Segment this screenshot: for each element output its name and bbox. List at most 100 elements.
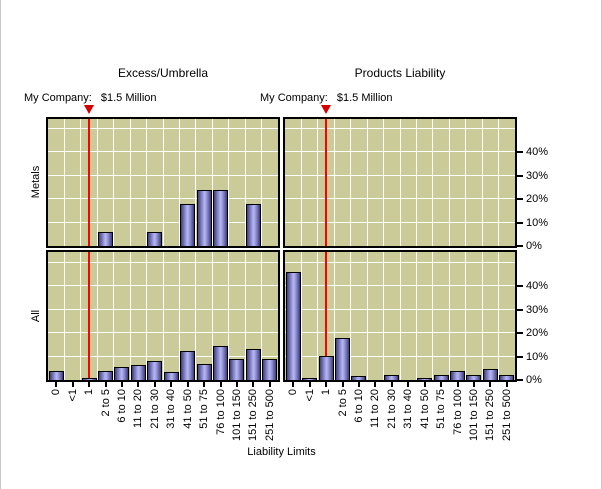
- x-tick: [252, 382, 255, 387]
- gridline: [146, 252, 148, 380]
- gridline: [285, 332, 515, 333]
- x-tick: [170, 382, 173, 387]
- gridline: [300, 119, 302, 246]
- x-tick: [374, 382, 377, 387]
- bar-151-to-250: [245, 204, 261, 246]
- gridline: [48, 308, 278, 310]
- x-tick-label-6-to-10: 6 to 10: [115, 389, 128, 423]
- x-tick-label-41-to-50: 41 to 50: [181, 389, 194, 429]
- gridline: [228, 252, 230, 380]
- gridline: [415, 119, 417, 246]
- row-label-metals: Metals: [30, 165, 42, 199]
- x-tick: [268, 382, 271, 387]
- x-tick: [186, 382, 189, 387]
- gridline: [481, 252, 483, 380]
- x-tick: [308, 382, 311, 387]
- gridline: [285, 221, 515, 223]
- bar-2-to-5: [335, 338, 350, 380]
- y-tick: [517, 198, 523, 200]
- gridline: [244, 252, 246, 380]
- gridline: [96, 119, 98, 246]
- gridline: [383, 252, 385, 380]
- panel-all-products-liability: [283, 250, 517, 382]
- row-label-all: All: [30, 309, 42, 323]
- x-tick-label-101-to-150: 101 to 150: [230, 389, 243, 441]
- x-tick-label-1: 1: [83, 389, 96, 396]
- x-tick: [88, 382, 91, 387]
- x-axis-title: Liability Limits: [247, 446, 316, 458]
- gridline: [48, 151, 278, 152]
- gridline: [399, 119, 401, 246]
- bar-11-to-20: [130, 365, 146, 380]
- my-company-annotation-left: My Company: $1.5 Million: [24, 92, 157, 104]
- gridline: [300, 252, 302, 380]
- y-tick-label: 20%: [526, 327, 549, 339]
- gridline: [113, 252, 115, 380]
- bar-1: [318, 356, 334, 380]
- column-title-products-liability: Products Liability: [354, 66, 446, 80]
- gridline: [63, 119, 65, 246]
- x-tick-label-151-to-250: 151 to 250: [247, 389, 260, 441]
- x-tick: [55, 382, 58, 387]
- column-title-excess-umbrella: Excess/Umbrella: [117, 66, 209, 80]
- gridline: [285, 151, 515, 152]
- x-tick-label-76-to-100: 76 to 100: [451, 389, 464, 435]
- x-tick-label-1: 1: [320, 389, 333, 396]
- bar-76-to-100: [450, 371, 465, 380]
- bar-21-to-30: [384, 375, 400, 380]
- gridline: [162, 252, 164, 380]
- gridline: [383, 119, 385, 246]
- x-tick-label-251-to-500: 251 to 500: [500, 389, 513, 441]
- bar-0: [48, 371, 64, 380]
- gridline: [399, 252, 401, 380]
- gridline: [146, 119, 148, 246]
- x-tick-label-51-to-75: 51 to 75: [435, 389, 448, 429]
- panel-all-excess-umbrella: [46, 250, 280, 382]
- x-tick-label--1: <1: [303, 389, 316, 402]
- gridline: [366, 252, 368, 380]
- x-tick: [357, 382, 360, 387]
- bar-51-to-75: [196, 364, 212, 380]
- x-tick-label--1: <1: [66, 389, 79, 402]
- y-tick: [517, 285, 523, 287]
- gridline: [448, 252, 450, 380]
- gridline: [333, 119, 335, 246]
- x-tick: [489, 382, 492, 387]
- gridline: [285, 127, 515, 129]
- gridline: [178, 252, 180, 380]
- x-tick-label-76-to-100: 76 to 100: [214, 389, 227, 435]
- my-company-value: $1.5 Million: [336, 92, 393, 104]
- gridline: [333, 252, 335, 380]
- gridline: [415, 252, 417, 380]
- x-tick: [104, 382, 107, 387]
- y-tick-label: 30%: [526, 169, 549, 182]
- y-tick-label: 40%: [526, 146, 549, 158]
- y-tick: [517, 355, 523, 358]
- bar--1: [302, 378, 318, 380]
- bar-251-to-500: [262, 359, 278, 380]
- gridline: [366, 119, 368, 246]
- gridline: [48, 285, 278, 286]
- gridline: [285, 308, 515, 310]
- x-tick-label-101-to-150: 101 to 150: [467, 389, 480, 441]
- gridline: [432, 252, 434, 380]
- x-tick-label-251-to-500: 251 to 500: [263, 389, 276, 441]
- gridline: [48, 355, 278, 357]
- bar-21-to-30: [147, 232, 163, 246]
- x-tick-label-151-to-250: 151 to 250: [484, 389, 497, 441]
- gridline: [48, 198, 278, 199]
- window-border-left: [0, 0, 1, 489]
- gridline: [48, 221, 278, 223]
- my-company-label: My Company:: [24, 92, 92, 104]
- bar-151-to-250: [245, 349, 261, 380]
- x-tick-label-2-to-5: 2 to 5: [336, 389, 349, 417]
- x-tick: [203, 382, 206, 387]
- y-tick: [517, 332, 523, 334]
- gridline: [465, 252, 467, 380]
- gridline: [285, 174, 515, 176]
- bar-41-to-50: [180, 351, 196, 380]
- x-tick: [472, 382, 475, 387]
- x-tick-label-11-to-20: 11 to 20: [132, 389, 145, 428]
- bar-151-to-250: [482, 369, 498, 380]
